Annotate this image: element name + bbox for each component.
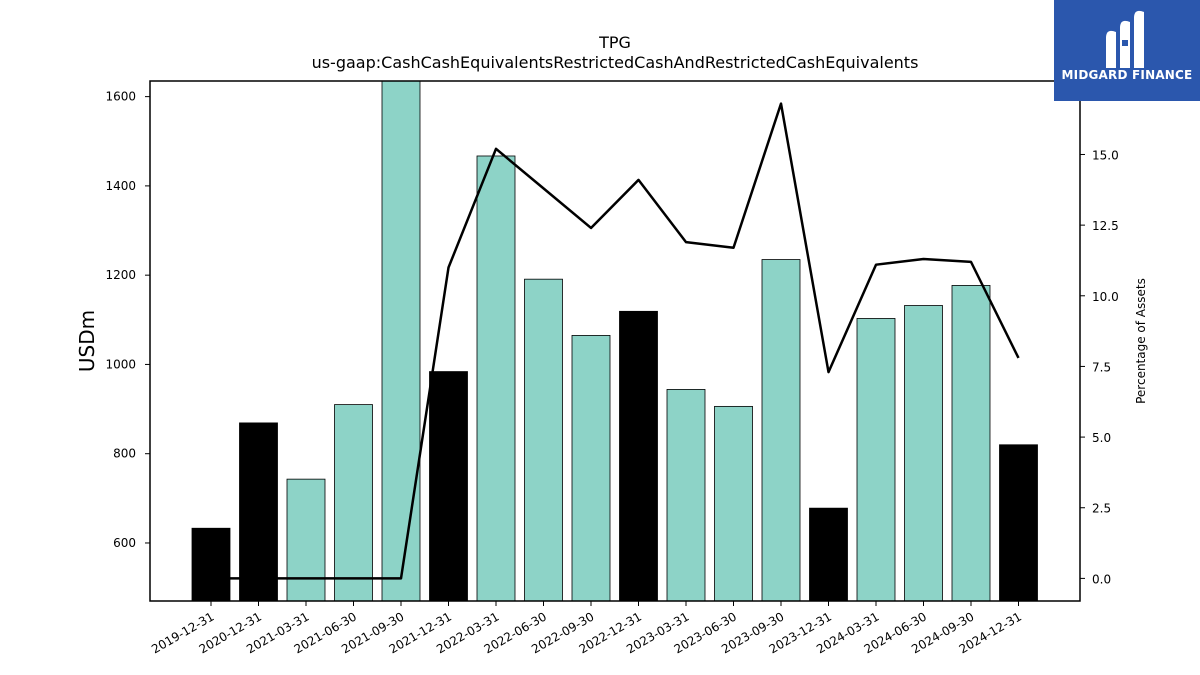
bar-2024-06-30 [904, 305, 943, 602]
bar-2020-12-31 [239, 422, 278, 602]
bar-2022-12-31 [619, 310, 658, 602]
y2-axis-label: Percentage of Assets [1134, 278, 1148, 404]
brand-logo: MIDGARD FINANCE [1054, 0, 1200, 101]
bar-2021-06-30 [334, 404, 373, 602]
y-tick-label: 1200 [105, 268, 136, 282]
bar-2021-09-30 [381, 80, 421, 602]
y2-tick-label: 0.0 [1092, 572, 1111, 586]
y-tick-label: 800 [113, 447, 136, 461]
bar-2022-09-30 [571, 335, 611, 602]
bar-2023-03-31 [666, 389, 706, 602]
bar-2024-09-30 [951, 285, 991, 602]
percentage-line [211, 102, 1020, 580]
y2-tick-label: 5.0 [1092, 431, 1111, 445]
bar-2024-12-31 [999, 444, 1038, 602]
midgard-m-logo-icon [1106, 10, 1144, 68]
bar-2019-12-31 [191, 527, 231, 602]
bar-2022-03-31 [476, 155, 516, 602]
y2-tick-label: 12.5 [1092, 219, 1119, 233]
y-tick-label: 1600 [105, 90, 136, 104]
plot-area-frame [149, 80, 1081, 602]
y-tick-label: 1000 [105, 357, 136, 371]
bar-2023-12-31 [809, 507, 848, 602]
y-tick-label: 600 [113, 536, 136, 550]
y2-tick-label: 15.0 [1092, 148, 1119, 162]
bar-2021-12-31 [429, 371, 468, 602]
y-axis-left: 600 800 1000 1200 1400 1600 [105, 90, 150, 550]
bar-series [191, 80, 1038, 602]
y-tick-label: 1400 [105, 179, 136, 193]
bar-2023-09-30 [761, 259, 801, 602]
chart-title: TPG [598, 33, 631, 52]
y2-tick-label: 7.5 [1092, 360, 1111, 374]
x-axis: 2019-12-312020-12-312021-03-312021-06-30… [149, 601, 1024, 656]
chart-subtitle: us-gaap:CashCashEquivalentsRestrictedCas… [312, 53, 919, 72]
y2-tick-label: 10.0 [1092, 290, 1119, 304]
y-axis-label: USDm [75, 310, 99, 372]
y-axis-right: 0.0 2.5 5.0 7.5 10.0 12.5 15.0 [1080, 148, 1119, 586]
bar-2022-06-30 [524, 278, 563, 602]
line-series [211, 102, 1020, 580]
y2-tick-label: 2.5 [1092, 502, 1111, 516]
bar-2021-03-31 [286, 478, 326, 602]
bar-2024-03-31 [856, 318, 896, 602]
brand-name: MIDGARD FINANCE [1061, 68, 1193, 82]
bar-2023-06-30 [714, 405, 753, 602]
